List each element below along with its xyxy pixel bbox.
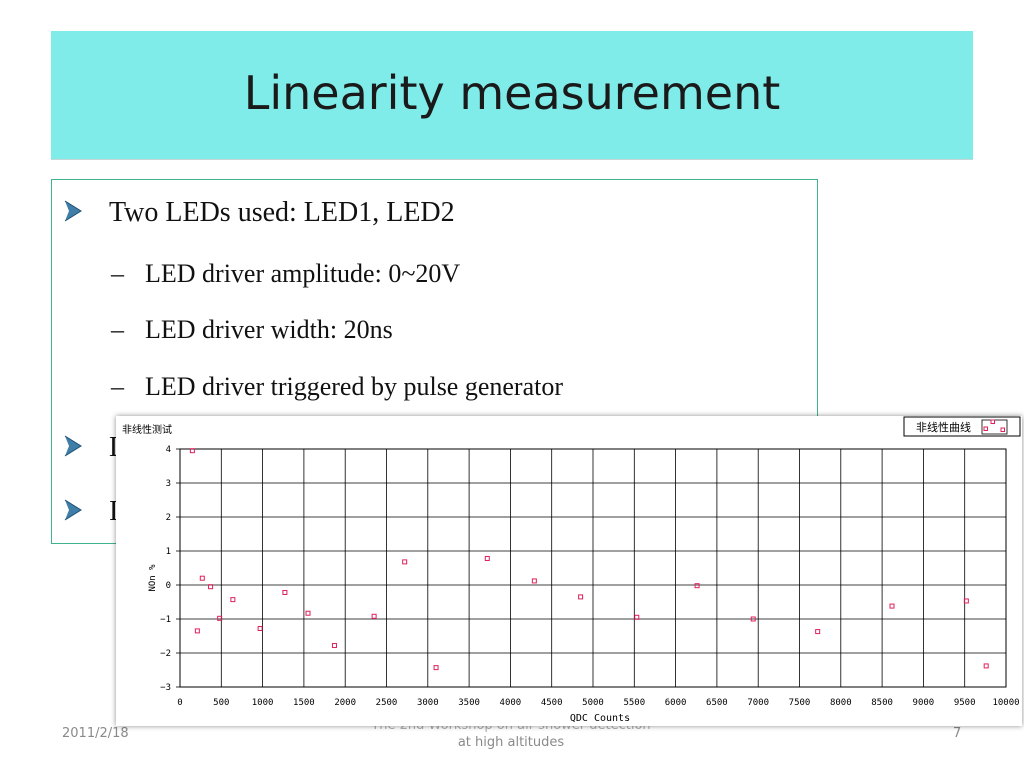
data-point bbox=[230, 597, 236, 603]
x-tick-label: 3000 bbox=[417, 698, 439, 708]
data-point bbox=[217, 615, 223, 621]
subbullet-2: – LED driver width: 20ns bbox=[111, 315, 393, 344]
x-tick-label: 2000 bbox=[334, 698, 356, 708]
chart-panel: 0 500 1000 1500 2000 2500 3000 3500 4000 4500 5000… bbox=[116, 416, 1022, 726]
x-tick-label: 500 bbox=[213, 698, 229, 708]
x-tick-label: 10000 bbox=[992, 698, 1019, 708]
data-point bbox=[578, 594, 584, 600]
y-tick-label: −1 bbox=[160, 615, 171, 625]
slide-title: Linearity measurement bbox=[243, 66, 781, 120]
footer-date: 2011/2/18 bbox=[62, 726, 129, 741]
data-point bbox=[208, 584, 214, 590]
legend-marker bbox=[1000, 427, 1005, 432]
x-tick-label: 6000 bbox=[665, 698, 687, 708]
subbullet-text: LED driver triggered by pulse generator bbox=[145, 372, 564, 401]
y-axis-label: NOn % bbox=[148, 564, 158, 592]
x-tick-label: 4500 bbox=[541, 698, 563, 708]
x-tick-label: 1000 bbox=[252, 698, 274, 708]
x-tick-label: 7500 bbox=[789, 698, 811, 708]
data-point bbox=[484, 555, 490, 561]
x-tick-label: 9500 bbox=[954, 698, 976, 708]
data-point bbox=[305, 610, 311, 616]
x-tick-label: 0 bbox=[177, 698, 182, 708]
x-tick-label: 5000 bbox=[582, 698, 604, 708]
data-point bbox=[750, 616, 756, 622]
data-point bbox=[402, 559, 408, 565]
x-tick-label: 5500 bbox=[623, 698, 645, 708]
data-point bbox=[282, 589, 288, 595]
y-tick-label: 4 bbox=[166, 445, 171, 455]
subbullet-1: – LED driver amplitude: 0~20V bbox=[111, 259, 461, 288]
footer-page-number: 7 bbox=[953, 726, 962, 741]
data-point bbox=[531, 578, 537, 584]
data-point bbox=[189, 448, 195, 454]
chart-title: 非线性测试 bbox=[122, 423, 172, 436]
data-point bbox=[889, 603, 895, 609]
x-tick-label: 8000 bbox=[830, 698, 852, 708]
legend-marker bbox=[983, 426, 988, 431]
y-tick-label: 2 bbox=[166, 513, 171, 523]
arrow-bullet-icon bbox=[64, 435, 82, 457]
data-point bbox=[371, 613, 377, 619]
x-tick-label: 7000 bbox=[747, 698, 769, 708]
x-tick-label: 2500 bbox=[376, 698, 398, 708]
data-point bbox=[983, 663, 989, 669]
subbullet-text: LED driver amplitude: 0~20V bbox=[145, 259, 461, 288]
y-tick-label: −3 bbox=[160, 683, 171, 693]
y-tick-label: 0 bbox=[166, 581, 171, 591]
data-point bbox=[257, 626, 263, 632]
arrow-bullet-icon bbox=[64, 200, 82, 222]
y-tick-label: 3 bbox=[166, 479, 171, 489]
data-point bbox=[634, 614, 640, 620]
data-point bbox=[331, 643, 337, 649]
subbullet-3: – LED driver triggered by pulse generator bbox=[111, 372, 564, 401]
subbullet-text: LED driver width: 20ns bbox=[145, 315, 393, 344]
data-point bbox=[815, 629, 821, 635]
y-tick-label: −2 bbox=[160, 649, 171, 659]
data-point bbox=[194, 628, 200, 634]
footer-center-line2: at high altitudes bbox=[457, 735, 565, 750]
data-point bbox=[433, 665, 439, 671]
legend-marker bbox=[990, 419, 995, 424]
x-tick-label: 9000 bbox=[913, 698, 935, 708]
x-tick-label: 6500 bbox=[706, 698, 728, 708]
legend-label: 非线性曲线 bbox=[916, 420, 971, 434]
x-tick-label: 8500 bbox=[871, 698, 893, 708]
data-point bbox=[694, 583, 700, 589]
data-point bbox=[199, 575, 205, 581]
data-point bbox=[963, 598, 969, 604]
x-tick-label: 4000 bbox=[500, 698, 522, 708]
x-tick-label: 3500 bbox=[458, 698, 480, 708]
y-tick-label: 1 bbox=[166, 547, 171, 557]
x-tick-label: 1500 bbox=[293, 698, 315, 708]
x-axis-label: QDC Counts bbox=[570, 713, 630, 724]
title-band: Linearity measurement bbox=[51, 31, 973, 160]
bullet-text: Two LEDs used: LED1, LED2 bbox=[109, 197, 455, 228]
bullet-text: I bbox=[109, 496, 119, 527]
arrow-bullet-icon bbox=[64, 499, 82, 521]
linearity-chart: 0 500 1000 1500 2000 2500 3000 3500 4000 4500 5000… bbox=[122, 416, 1021, 724]
